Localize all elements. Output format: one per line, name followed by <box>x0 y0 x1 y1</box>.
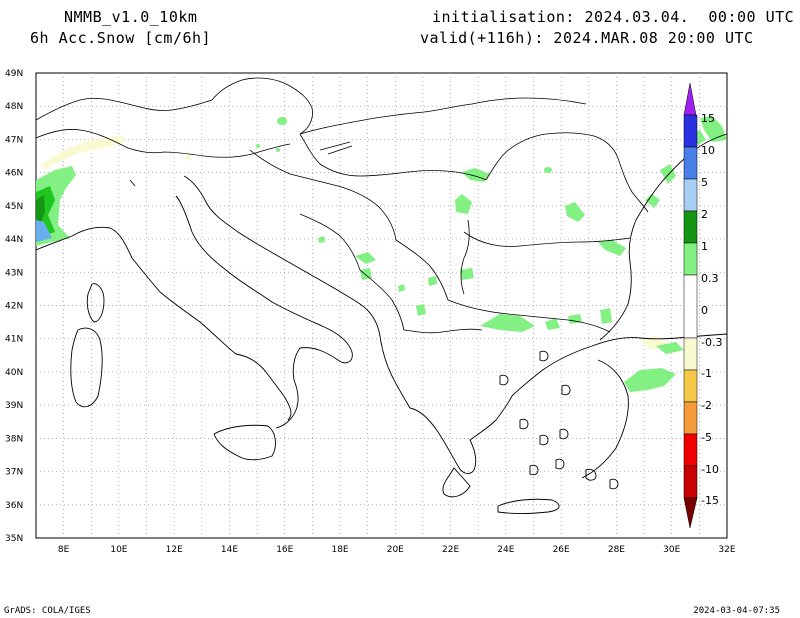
footer-credit: GrADS: COLA/IGES <box>4 606 91 616</box>
latitude-label: 37N <box>5 468 23 478</box>
colorbar-label: -10 <box>701 463 719 476</box>
colorbar-labels: 15 10 5 2 1 0.3 0 -0.3 -1 -2 -5 -10 -15 <box>701 112 722 507</box>
colorbar-label: -15 <box>701 494 719 507</box>
longitude-label: 28E <box>608 545 625 555</box>
latitude-label: 46N <box>5 169 23 179</box>
latitude-label: 40N <box>5 368 23 378</box>
model-title: NMMB_v1.0_10km <box>64 8 198 26</box>
longitude-label: 8E <box>58 545 70 555</box>
latitude-label: 43N <box>5 268 23 278</box>
longitude-label: 12E <box>166 545 183 555</box>
longitude-label: 32E <box>718 545 735 555</box>
latitude-label: 41N <box>5 335 23 345</box>
longitude-labels: 8E 10E 12E 14E 16E 18E 20E 22E 24E 26E 28E 30E 32E <box>58 545 736 555</box>
colorbar-label: 0.3 <box>701 272 719 285</box>
colorbar-label: -2 <box>701 399 712 412</box>
colorbar-label: 0 <box>701 304 708 317</box>
colorbar-label: -5 <box>701 431 712 444</box>
longitude-label: 10E <box>110 545 127 555</box>
colorbar-label: 5 <box>701 176 708 189</box>
latitude-label: 39N <box>5 401 23 411</box>
latitude-label: 36N <box>5 501 23 511</box>
longitude-label: 20E <box>387 545 404 555</box>
map-frame <box>35 72 728 539</box>
latitude-label: 42N <box>5 302 23 312</box>
colorbar-label: 15 <box>701 112 715 125</box>
field-title: 6h Acc.Snow [cm/6h] <box>30 29 212 47</box>
latitude-label: 44N <box>5 235 23 245</box>
colorbar-label: -0.3 <box>701 336 722 349</box>
colorbar-label: 1 <box>701 240 708 253</box>
latitude-labels: 49N 48N 47N 46N 45N 44N 43N 42N 41N 40N 39N 38N 37N 3… <box>5 69 23 544</box>
latitude-label: 38N <box>5 434 23 444</box>
snow-areas <box>36 116 727 392</box>
valid-time: valid(+116h): 2024.MAR.08 20:00 UTC <box>420 29 754 47</box>
latitude-label: 49N <box>5 69 23 79</box>
longitude-label: 24E <box>497 545 514 555</box>
longitude-label: 16E <box>276 545 293 555</box>
longitude-label: 26E <box>553 545 570 555</box>
colorbar-label: 10 <box>701 144 715 157</box>
latitude-label: 35N <box>5 534 23 544</box>
init-time: initialisation: 2024.03.04. 00:00 UTC <box>432 8 795 26</box>
country-borders <box>35 77 649 334</box>
latitude-label: 45N <box>5 202 23 212</box>
latitude-label: 48N <box>5 102 23 112</box>
longitude-label: 14E <box>221 545 238 555</box>
colorbar <box>683 82 698 529</box>
longitude-label: 30E <box>663 545 680 555</box>
longitude-label: 22E <box>442 545 459 555</box>
colorbar-label: -1 <box>701 367 712 380</box>
longitude-label: 18E <box>331 545 348 555</box>
latitude-label: 47N <box>5 135 23 145</box>
footer-timestamp: 2024-03-04-07:35 <box>693 606 780 616</box>
colorbar-label: 2 <box>701 208 708 221</box>
